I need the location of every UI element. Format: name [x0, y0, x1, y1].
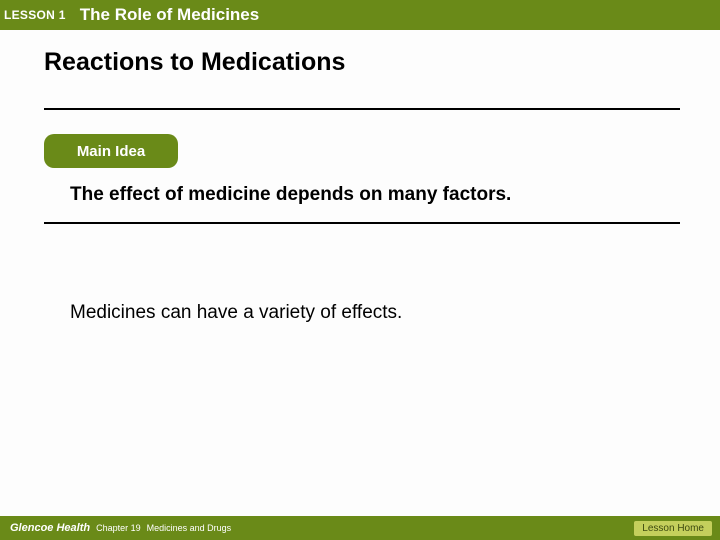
footer-chapter: Chapter 19 [96, 523, 141, 533]
footer-topic: Medicines and Drugs [147, 523, 232, 533]
main-idea-badge-label: Main Idea [77, 143, 145, 160]
footer-brand: Glencoe Health [10, 522, 90, 534]
main-idea-badge: Main Idea [44, 134, 178, 168]
section-title: Reactions to Medications [44, 48, 720, 77]
lesson-home-button[interactable]: Lesson Home [634, 521, 712, 536]
body-text: Medicines can have a variety of effects. [70, 302, 402, 324]
footer-bar: Glencoe Health Chapter 19 Medicines and … [0, 516, 720, 540]
main-idea-text: The effect of medicine depends on many f… [70, 184, 511, 206]
lesson-title: The Role of Medicines [80, 5, 259, 25]
divider-bottom [44, 222, 680, 224]
header-bar: LESSON 1 The Role of Medicines [0, 0, 720, 30]
lesson-label: LESSON 1 [4, 8, 66, 22]
divider-top [44, 108, 680, 110]
